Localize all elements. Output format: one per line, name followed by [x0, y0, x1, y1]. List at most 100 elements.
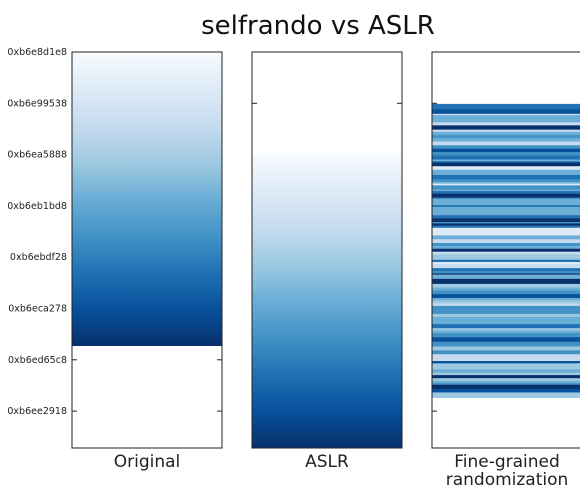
stripe	[432, 384, 580, 390]
panel-fine-grained: Fine-grained randomization	[431, 51, 580, 488]
stripe	[432, 388, 580, 393]
stripe	[432, 122, 580, 126]
stripe	[432, 199, 580, 204]
stripe	[432, 184, 580, 186]
stripe	[432, 203, 580, 206]
stripe	[432, 182, 580, 185]
stripe	[432, 129, 580, 133]
y-tick-label: 0xb6ed65c8	[8, 355, 67, 366]
stripe	[432, 273, 580, 275]
stripe	[432, 135, 580, 139]
panel-original-frame	[71, 51, 223, 449]
stripe	[432, 225, 580, 229]
stripe	[432, 248, 580, 252]
stripe	[432, 264, 580, 267]
stripe	[432, 231, 580, 236]
stripe	[432, 305, 580, 311]
stripe	[432, 205, 580, 208]
stripe	[432, 354, 580, 357]
stripe	[432, 339, 580, 343]
stripe	[432, 206, 580, 210]
panel-fine-grained-label-line-2: randomization	[446, 470, 569, 488]
stripe	[432, 328, 580, 331]
stripe	[432, 185, 580, 190]
stripe	[432, 367, 580, 370]
panel-fine-grained-frame	[431, 51, 580, 449]
panel-fine-grained-label-line-1: Fine-grained	[454, 452, 560, 472]
stripe	[432, 271, 580, 274]
stripe	[432, 169, 580, 172]
stripe	[432, 259, 580, 263]
stripe	[432, 109, 580, 115]
stripe	[432, 148, 580, 153]
stripe	[432, 138, 580, 141]
stripe	[432, 294, 580, 299]
stripe	[432, 290, 580, 293]
stripe	[432, 179, 580, 183]
stripe	[432, 145, 580, 149]
panel-aslr: ASLR	[251, 51, 403, 472]
stripe	[432, 245, 580, 250]
stripe	[432, 251, 580, 255]
stripe	[432, 287, 580, 291]
stripe	[432, 193, 580, 198]
stripe	[432, 191, 580, 195]
stripe	[432, 235, 580, 240]
stripe	[432, 337, 580, 340]
stripe	[432, 197, 580, 200]
stripe	[432, 155, 580, 160]
stripe	[432, 171, 580, 176]
stripe	[432, 283, 580, 288]
panel-original-fill	[72, 52, 222, 346]
stripe	[432, 378, 580, 382]
stripe	[432, 103, 580, 106]
y-tick-label: 0xb6ebdf28	[10, 252, 67, 263]
stripe	[432, 215, 580, 219]
panel-aslr-label: ASLR	[305, 452, 349, 472]
stripe	[432, 313, 580, 318]
stripe	[432, 105, 580, 108]
stripe	[432, 166, 580, 171]
stripe	[432, 175, 580, 180]
stripe	[432, 266, 580, 269]
stripe	[432, 361, 580, 364]
stripe	[432, 222, 580, 224]
stripe	[432, 324, 580, 329]
stripe	[432, 227, 580, 233]
stripe	[432, 297, 580, 301]
stripe	[432, 350, 580, 355]
panel-original-label: Original	[114, 452, 181, 472]
stripe	[432, 209, 580, 212]
stripe	[432, 163, 580, 167]
y-tick-label: 0xb6e8d1e8	[7, 47, 67, 58]
y-tick-label: 0xb6eb1bd8	[7, 201, 67, 212]
stripe	[432, 189, 580, 192]
stripe	[432, 274, 580, 280]
y-tick-label: 0xb6ea5888	[7, 150, 67, 161]
y-tick-label: 0xb6ee2918	[7, 406, 67, 417]
stripe	[432, 341, 580, 344]
stripe	[432, 131, 580, 136]
stripe	[432, 113, 580, 116]
stripe	[432, 140, 580, 142]
stripe	[432, 380, 580, 384]
stripe	[432, 268, 580, 272]
stripe	[432, 218, 580, 223]
stripe	[432, 346, 580, 351]
stripe	[432, 254, 580, 257]
stripe	[432, 152, 580, 156]
chart-title: selfrando vs ASLR	[201, 11, 435, 41]
stripe	[432, 292, 580, 295]
stripe	[432, 161, 580, 164]
stripe	[432, 300, 580, 304]
panel-original: Original	[71, 51, 223, 472]
stripe	[432, 375, 580, 379]
stripe	[432, 223, 580, 226]
stripe	[432, 211, 580, 216]
y-tick-label: 0xb6e99538	[7, 98, 67, 109]
panel-fine-grained-stripes	[432, 103, 580, 398]
stripe	[432, 107, 580, 110]
stripe	[432, 363, 580, 368]
stripe	[432, 316, 580, 325]
stripe	[432, 392, 580, 398]
